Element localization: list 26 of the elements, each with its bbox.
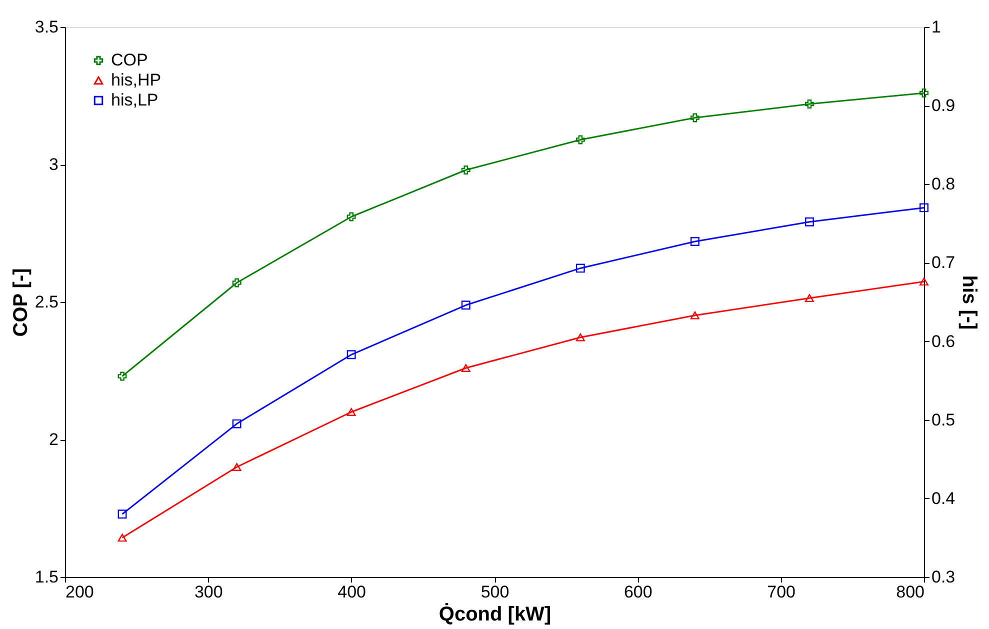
y2-tick-label: 0.3 (932, 568, 956, 586)
y2-tick-label: 0.8 (932, 174, 956, 194)
y2-tick-label: 1 (932, 18, 941, 36)
x-tick-label: 200 (66, 582, 94, 602)
y2-tick-label: 0.7 (932, 253, 956, 272)
x-axis-title: Q̇cond [kW] (438, 602, 552, 626)
y-tick-label: 2 (49, 430, 58, 449)
x-tick-label: 700 (767, 582, 796, 602)
y-tick-label: 2.5 (34, 292, 58, 312)
x-tick-label: 300 (194, 582, 223, 602)
legend-label: COP (111, 50, 148, 70)
y-tick-label: 3 (49, 155, 58, 174)
y2-tick-label: 0.5 (932, 410, 956, 430)
y-axis-title: COP [-] (10, 268, 32, 337)
x-tick-label: 800 (896, 582, 924, 602)
y-tick-label: 1.5 (34, 568, 58, 586)
y2-tick-label: 0.4 (932, 488, 956, 508)
y-tick-label: 3.5 (34, 18, 58, 36)
legend-label: his,HP (111, 70, 162, 90)
y2-tick-label: 0.6 (932, 332, 956, 351)
y2-tick-label: 0.9 (932, 96, 956, 116)
x-tick-label: 500 (480, 582, 510, 602)
x-tick-label: 600 (624, 582, 652, 602)
legend-label: his,LP (111, 90, 158, 110)
x-tick-label: 400 (338, 582, 366, 602)
y2-axis-title: his [-] (958, 275, 980, 330)
